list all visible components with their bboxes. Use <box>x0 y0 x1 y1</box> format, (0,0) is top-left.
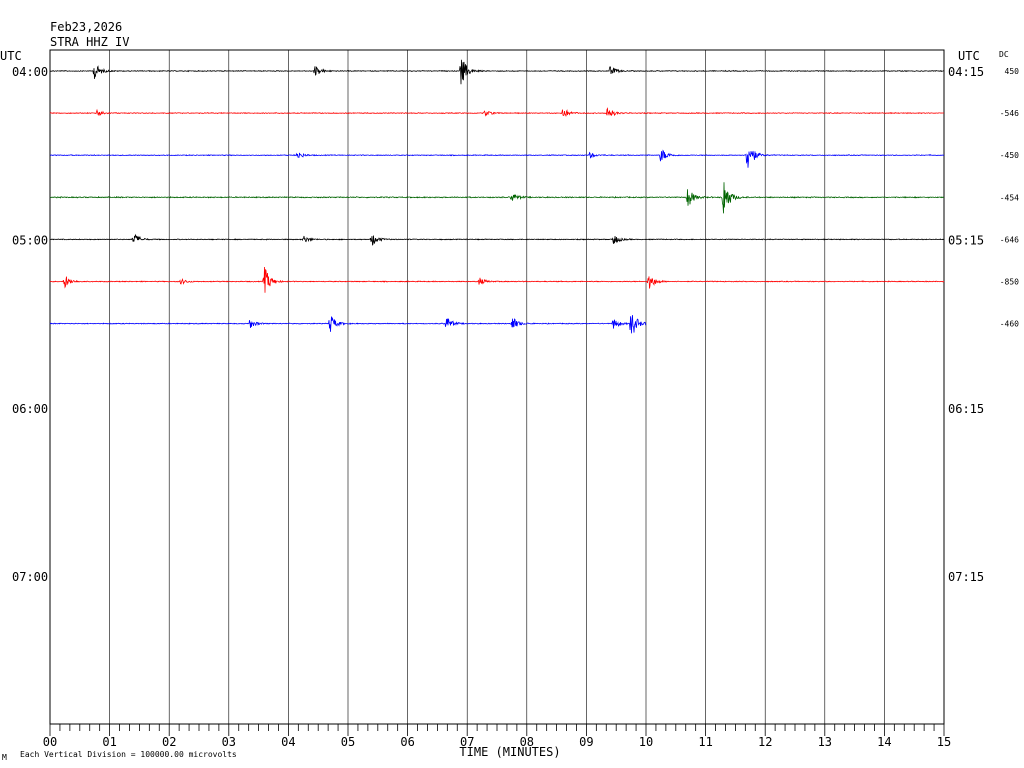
dc-value-label: -454 <box>1000 193 1019 202</box>
dc-value-label: -546 <box>1000 109 1019 118</box>
right-time-label: 07:15 <box>948 570 984 584</box>
right-time-label: 06:15 <box>948 402 984 416</box>
left-time-label: 04:00 <box>12 65 48 79</box>
x-tick-label: 03 <box>222 735 236 749</box>
x-tick-label: 08 <box>520 735 534 749</box>
x-tick-label: 02 <box>162 735 176 749</box>
seismic-trace <box>49 149 945 168</box>
traces: 450 -546 -450 -454 -646 -850 -460 <box>49 59 1020 334</box>
x-tick-label: 04 <box>281 735 295 749</box>
dc-value-label: -450 <box>1000 151 1019 160</box>
grid: 00 01 02 03 04 05 06 07 08 09 10 11 12 13 14 15 <box>43 49 951 749</box>
x-axis-title: TIME (MINUTES) <box>459 745 560 759</box>
dc-value-label: -460 <box>1000 320 1019 329</box>
x-tick-label: 06 <box>400 735 414 749</box>
utc-right-label: UTC <box>958 49 980 63</box>
seismic-trace <box>49 182 945 214</box>
seismic-trace <box>49 233 945 246</box>
right-time-label: 04:15 <box>948 65 984 79</box>
left-time-label: 05:00 <box>12 233 48 247</box>
corner-mark: M <box>2 753 7 762</box>
right-time-label: 05:15 <box>948 233 984 247</box>
x-tick-label: 14 <box>877 735 891 749</box>
left-time-label: 06:00 <box>12 402 48 416</box>
utc-left-label: UTC <box>0 49 22 63</box>
seismic-trace <box>49 107 945 117</box>
left-time-label: 07:00 <box>12 570 48 584</box>
x-tick-label: 10 <box>639 735 653 749</box>
x-tick-label: 09 <box>579 735 593 749</box>
x-tick-label: 00 <box>43 735 57 749</box>
x-tick-label: 11 <box>698 735 712 749</box>
x-tick-label: 01 <box>102 735 116 749</box>
seismic-trace <box>49 315 647 334</box>
x-tick-label: 07 <box>460 735 474 749</box>
seismic-trace <box>49 266 945 293</box>
scale-note: Each Vertical Division = 100000.00 micro… <box>20 750 237 759</box>
dc-value-label: -646 <box>1000 235 1019 244</box>
x-tick-label: 12 <box>758 735 772 749</box>
dc-header-label: DC <box>999 50 1009 59</box>
seismic-trace <box>49 59 945 85</box>
station-label: STRA HHZ IV <box>50 35 129 49</box>
x-tick-label: 05 <box>341 735 355 749</box>
plot-frame <box>49 49 945 725</box>
date-label: Feb23,2026 <box>50 20 122 34</box>
x-tick-label: 15 <box>937 735 951 749</box>
dc-value-label: 450 <box>1005 67 1020 76</box>
dc-value-label: -850 <box>1000 278 1019 287</box>
time-labels: 04:00 05:00 06:00 07:00 04:15 05:15 06:15 07:15 <box>12 65 984 584</box>
x-tick-label: 13 <box>818 735 832 749</box>
